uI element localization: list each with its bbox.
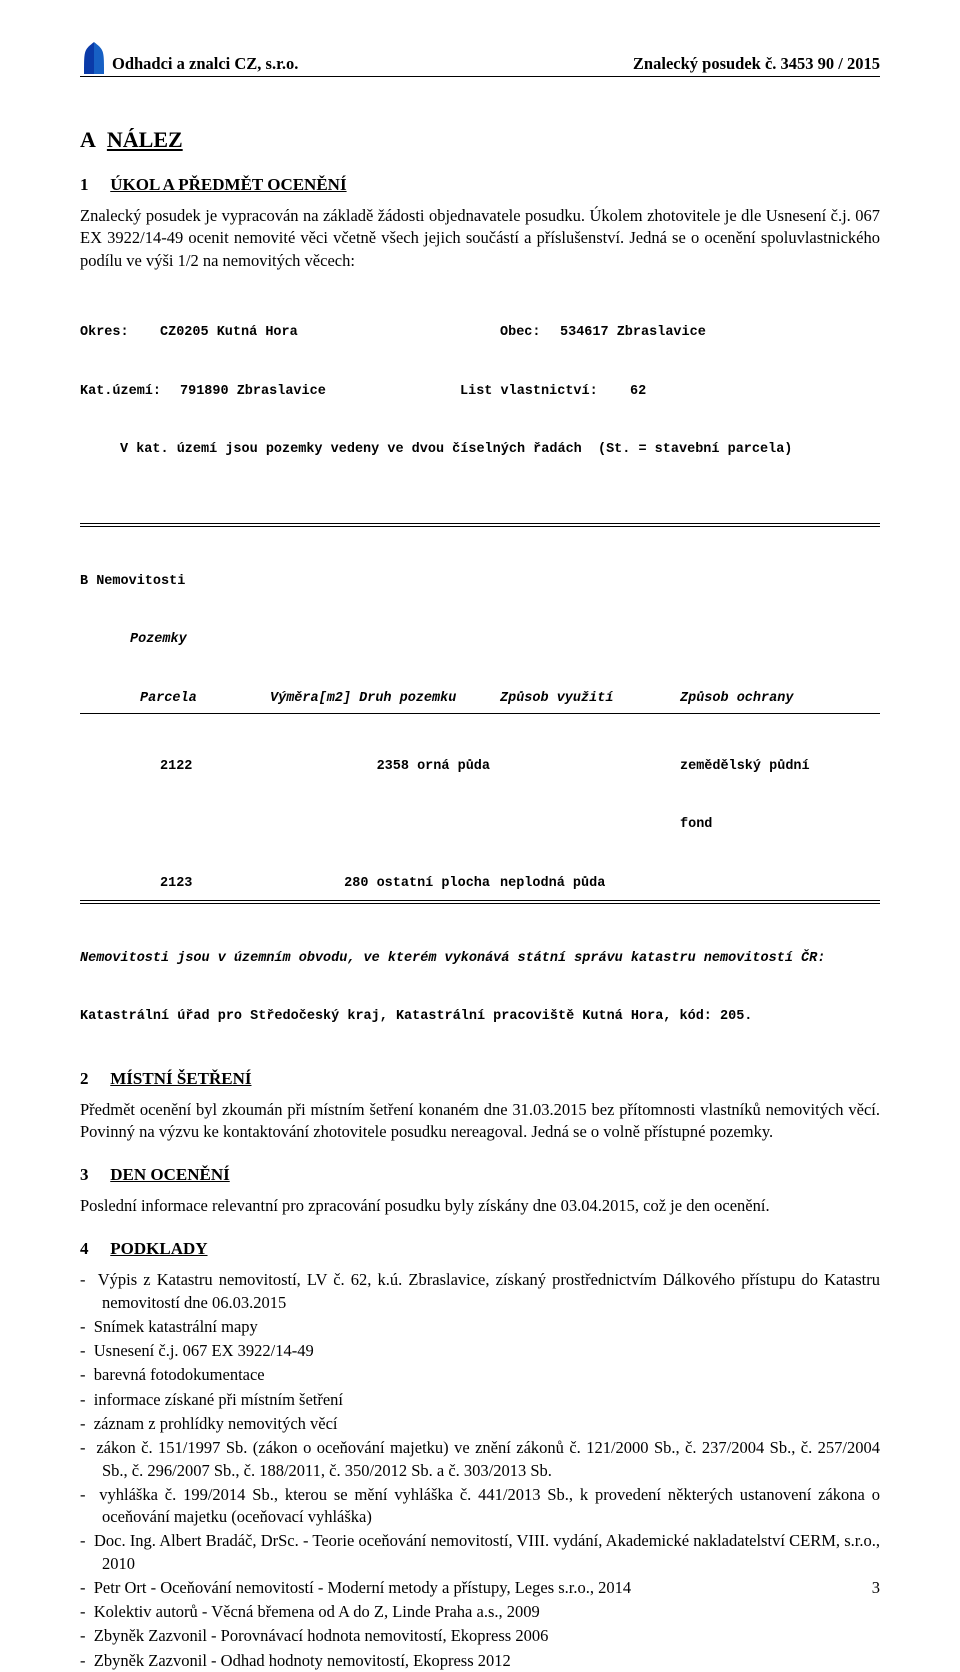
section-4-num: 4 bbox=[80, 1239, 106, 1259]
cadastre-row-katuzemi: Kat.území: 791890 Zbraslavice List vlast… bbox=[80, 382, 880, 402]
cadastre-row-b: B Nemovitosti bbox=[80, 572, 880, 592]
cadastre-footnote-2: Katastrální úřad pro Středočeský kraj, K… bbox=[80, 1007, 880, 1027]
list-item: informace získané při místním šetření bbox=[80, 1389, 880, 1411]
section-a-letter: A bbox=[80, 127, 96, 152]
list-item: Snímek katastrální mapy bbox=[80, 1316, 880, 1338]
list-item: Doc. Ing. Albert Bradáč, DrSc. - Teorie … bbox=[80, 1530, 880, 1575]
header-left: Odhadci a znalci CZ, s.r.o. bbox=[80, 40, 298, 74]
cadastre-row-pozemky: Pozemky bbox=[80, 630, 880, 650]
section-3-num: 3 bbox=[80, 1165, 106, 1185]
list-item: záznam z prohlídky nemovitých věcí bbox=[80, 1413, 880, 1435]
section-3-para: Poslední informace relevantní pro zpraco… bbox=[80, 1195, 880, 1217]
list-item: zákon č. 151/1997 Sb. (zákon o oceňování… bbox=[80, 1437, 880, 1482]
cadastre-data-row-2: 2123 280 ostatní plocha neplodná půda bbox=[80, 874, 880, 904]
section-3-title: DEN OCENĚNÍ bbox=[110, 1165, 230, 1184]
section-3-heading: 3 DEN OCENĚNÍ bbox=[80, 1165, 880, 1185]
page-number: 3 bbox=[872, 1578, 880, 1598]
list-item: vyhláška č. 199/2014 Sb., kterou se mění… bbox=[80, 1484, 880, 1529]
section-1-heading: 1 ÚKOL A PŘEDMĚT OCENĚNÍ bbox=[80, 175, 880, 195]
cadastre-data-row-1: 2122 2358 orná půda zemědělský půdní bbox=[80, 757, 880, 777]
list-item: Zbyněk Zazvonil - Porovnávací hodnota ne… bbox=[80, 1625, 880, 1647]
section-2-para: Předmět ocenění byl zkoumán při místním … bbox=[80, 1099, 880, 1144]
cadastre-rule-top bbox=[80, 523, 880, 533]
company-logo-icon bbox=[80, 40, 108, 76]
list-item: Usnesení č.j. 067 EX 3922/14-49 bbox=[80, 1340, 880, 1362]
list-item: Výpis z Katastru nemovitostí, LV č. 62, … bbox=[80, 1269, 880, 1314]
section-a-word: NÁLEZ bbox=[107, 127, 183, 152]
cadastre-row-okres: Okres: CZ0205 Kutná Hora Obec: 534617 Zb… bbox=[80, 323, 880, 343]
header-doc-id: Znalecký posudek č. 3453 90 / 2015 bbox=[633, 54, 880, 74]
cadastre-data-row-1b: fond bbox=[80, 815, 880, 835]
cadastre-header-row: Parcela Výměra[m2] Druh pozemku Způsob v… bbox=[80, 689, 880, 714]
section-2-heading: 2 MÍSTNÍ ŠETŘENÍ bbox=[80, 1069, 880, 1089]
cadastre-footnote-1: Nemovitosti jsou v územním obvodu, ve kt… bbox=[80, 949, 880, 969]
section-4-title: PODKLADY bbox=[110, 1239, 207, 1258]
cadastre-snippet: Okres: CZ0205 Kutná Hora Obec: 534617 Zb… bbox=[80, 284, 880, 1047]
list-item: Kolektiv autorů - Věcná břemena od A do … bbox=[80, 1601, 880, 1623]
page-header: Odhadci a znalci CZ, s.r.o. Znalecký pos… bbox=[80, 40, 880, 77]
header-company: Odhadci a znalci CZ, s.r.o. bbox=[112, 54, 298, 74]
section-4-heading: 4 PODKLADY bbox=[80, 1239, 880, 1259]
cadastre-row-note-stavebni: V kat. území jsou pozemky vedeny ve dvou… bbox=[80, 440, 880, 460]
section-2-num: 2 bbox=[80, 1069, 106, 1089]
section-a-title: A NÁLEZ bbox=[80, 127, 880, 153]
section-1-title: ÚKOL A PŘEDMĚT OCENĚNÍ bbox=[110, 175, 346, 194]
section-1-num: 1 bbox=[80, 175, 106, 195]
section-4-bullets: Výpis z Katastru nemovitostí, LV č. 62, … bbox=[80, 1269, 880, 1672]
list-item: Petr Ort - Oceňování nemovitostí - Moder… bbox=[80, 1577, 880, 1599]
section-1-para: Znalecký posudek je vypracován na základ… bbox=[80, 205, 880, 272]
section-2-title: MÍSTNÍ ŠETŘENÍ bbox=[110, 1069, 251, 1088]
list-item: barevná fotodokumentace bbox=[80, 1364, 880, 1386]
list-item: Zbyněk Zazvonil - Odhad hodnoty nemovito… bbox=[80, 1650, 880, 1672]
